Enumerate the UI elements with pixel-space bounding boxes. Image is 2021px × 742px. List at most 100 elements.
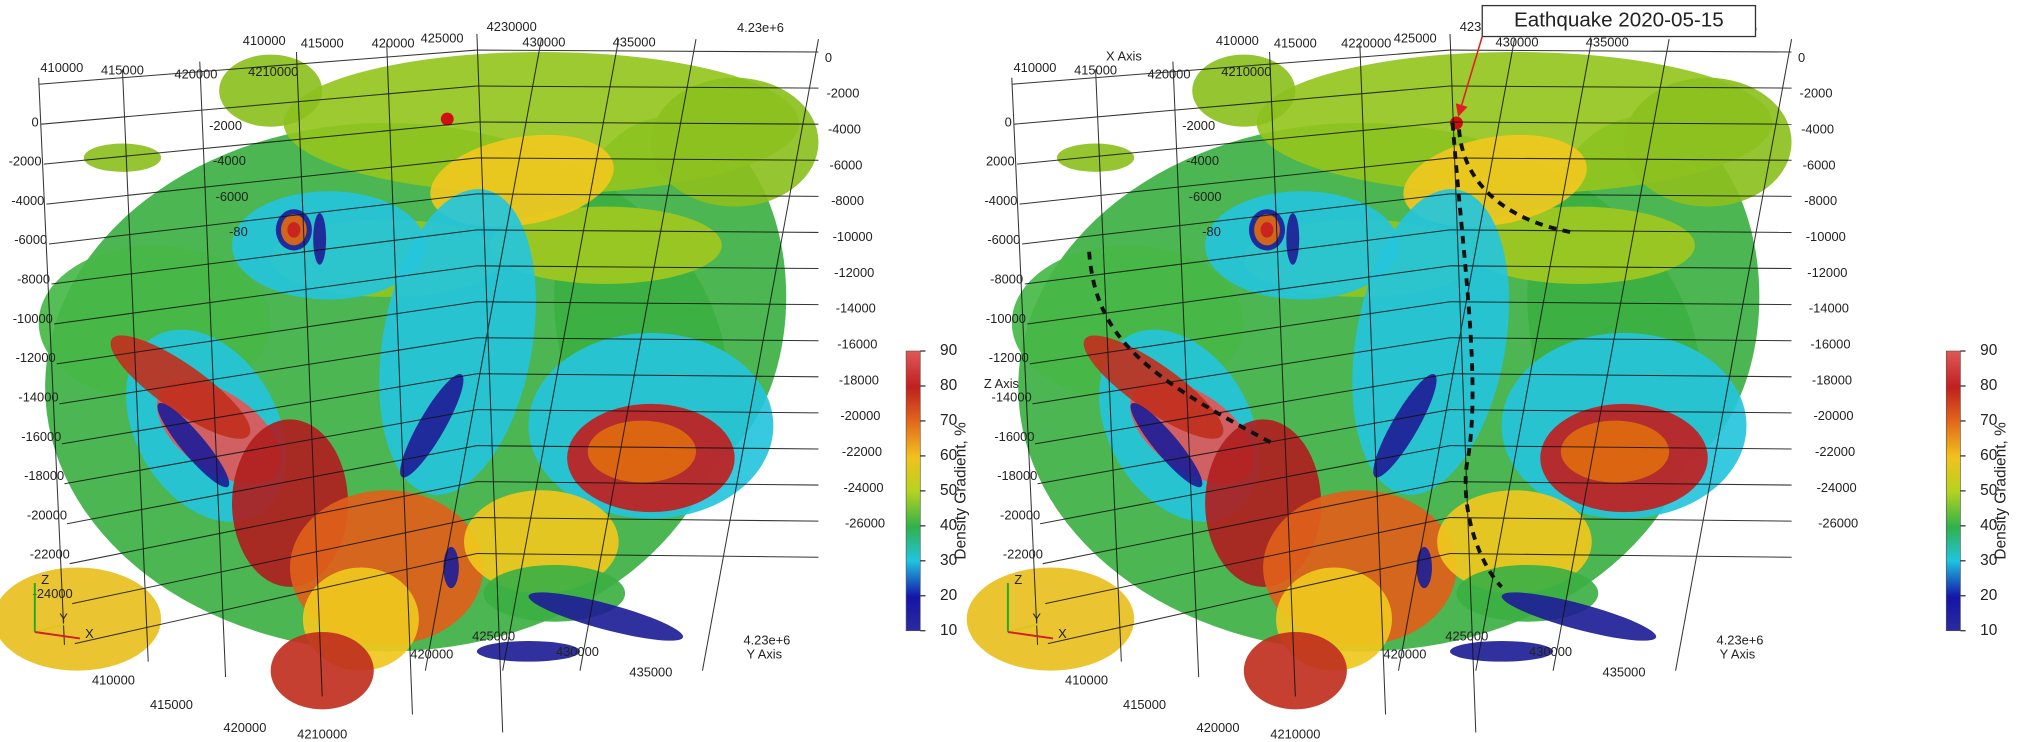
grid-line — [1450, 481, 1792, 486]
x-axis-label: 435000 — [613, 34, 656, 49]
z-axis-label: -4000 — [11, 193, 44, 208]
grid-line — [51, 229, 477, 285]
grid-line — [1034, 373, 1451, 445]
grid-line — [476, 229, 819, 233]
x-axis-label: 4210000 — [248, 64, 298, 79]
z-axis-label: -20000 — [1813, 408, 1853, 423]
iso-surface — [1130, 402, 1203, 488]
grid-line — [1450, 265, 1792, 270]
iso-surface — [400, 374, 464, 478]
iso-surface — [966, 567, 1135, 671]
z-axis-label: -2000 — [9, 154, 42, 169]
iso-surface — [1083, 335, 1224, 439]
z-axis-label: -12000 — [16, 350, 56, 365]
grid-line — [38, 77, 65, 645]
grid-line — [476, 373, 819, 378]
x-axis-label: 420000 — [1148, 67, 1191, 82]
z-axis-label: -20000 — [1000, 507, 1040, 522]
colorbar-label: 40 — [1980, 517, 1997, 534]
colorbar-label: 70 — [1980, 412, 1997, 429]
iso-surface — [1192, 54, 1296, 127]
grid-line — [1450, 337, 1792, 342]
x-axis-label: 410000 — [1014, 60, 1057, 75]
z-axis-label: 0 — [825, 50, 832, 65]
z-axis-label: -80 — [1202, 224, 1221, 239]
grid-line — [476, 33, 504, 733]
grid-line — [1042, 481, 1451, 565]
z-axis-label: -4000 — [1186, 153, 1219, 168]
colorbar-label: 80 — [940, 377, 957, 394]
colorbar-label: 40 — [940, 517, 957, 534]
z-axis-label: -2000 — [826, 86, 859, 101]
z-axis-label: -26000 — [845, 516, 885, 531]
z-axis-label: 0 — [31, 114, 38, 129]
z-axis-label: -2000 — [1182, 118, 1215, 133]
grid-line — [1095, 69, 1122, 662]
annotation-text: Eathquake 2020-05-15 — [1514, 9, 1724, 32]
colorbar-label: 50 — [1980, 482, 1997, 499]
z-axis-label: -16000 — [21, 429, 61, 444]
y-axis-label: 415000 — [1123, 697, 1166, 712]
z-axis-label: -6000 — [987, 232, 1020, 247]
z-axis-label: -10000 — [833, 229, 873, 244]
iso-surface — [528, 592, 684, 641]
grid-line — [1450, 409, 1792, 414]
colorbar-label: 90 — [940, 342, 957, 359]
grid-line — [1450, 85, 1792, 89]
grid-line — [1359, 42, 1387, 715]
colorbar — [1945, 350, 1961, 632]
iso-surface — [110, 335, 251, 439]
grid-line — [476, 481, 819, 486]
colorbar — [905, 350, 921, 632]
grid-line — [476, 121, 819, 125]
annotation-box — [1481, 4, 1757, 38]
z-axis-label: -6000 — [14, 232, 47, 247]
x-axis-label: 4.23e+6 — [737, 20, 784, 35]
grid-line — [199, 61, 227, 678]
iso-surface — [287, 222, 301, 238]
axis-title: Y Axis — [747, 647, 783, 662]
grid-line — [1450, 157, 1792, 161]
colorbar-title: Density Gradient, % — [1993, 422, 2010, 560]
iso-surface — [1416, 546, 1432, 589]
z-axis-label: -4000 — [1801, 122, 1834, 137]
grid-line — [1032, 337, 1451, 405]
grid-line — [74, 553, 478, 645]
y-axis-label: 4.23e+6 — [743, 632, 790, 647]
z-axis-label: -6000 — [1803, 157, 1836, 172]
colorbar-label: 20 — [1980, 587, 1997, 604]
z-axis-label: -12000 — [834, 265, 874, 280]
grid-line — [476, 193, 819, 197]
z-axis-label: -18000 — [839, 372, 879, 387]
grid-line — [69, 481, 477, 565]
z-axis-label: -16000 — [837, 336, 877, 351]
z-axis-label: -6000 — [830, 157, 863, 172]
grid-line — [476, 409, 819, 414]
grid-line — [1450, 552, 1792, 558]
iso-surface — [1373, 374, 1437, 478]
z-axis-label: -10000 — [1806, 229, 1846, 244]
axes-grid — [38, 33, 819, 733]
axes-grid — [1011, 33, 1793, 733]
y-axis-label: 420000 — [223, 720, 266, 735]
x-axis-label: 425000 — [1394, 31, 1437, 46]
y-axis-label: 4210000 — [297, 727, 347, 742]
y-axis-label: 4.23e+6 — [1717, 632, 1764, 647]
fault-trace — [1087, 251, 1277, 447]
grid-line — [1045, 517, 1451, 605]
orientation-axis — [1007, 623, 1038, 633]
z-axis-label: -18000 — [24, 468, 64, 483]
x-axis-label: 430000 — [522, 34, 565, 49]
fault-trace — [1450, 122, 1503, 589]
z-axis-label: 0 — [1005, 114, 1012, 129]
orientation-axis — [34, 631, 81, 640]
z-axis-label: -22000 — [30, 547, 70, 562]
y-axis-label: 435000 — [629, 665, 672, 680]
fault-trace — [1457, 129, 1573, 235]
iso-surface — [650, 77, 819, 207]
grid-line — [1016, 121, 1451, 165]
z-axis-label: -2000 — [209, 118, 242, 133]
